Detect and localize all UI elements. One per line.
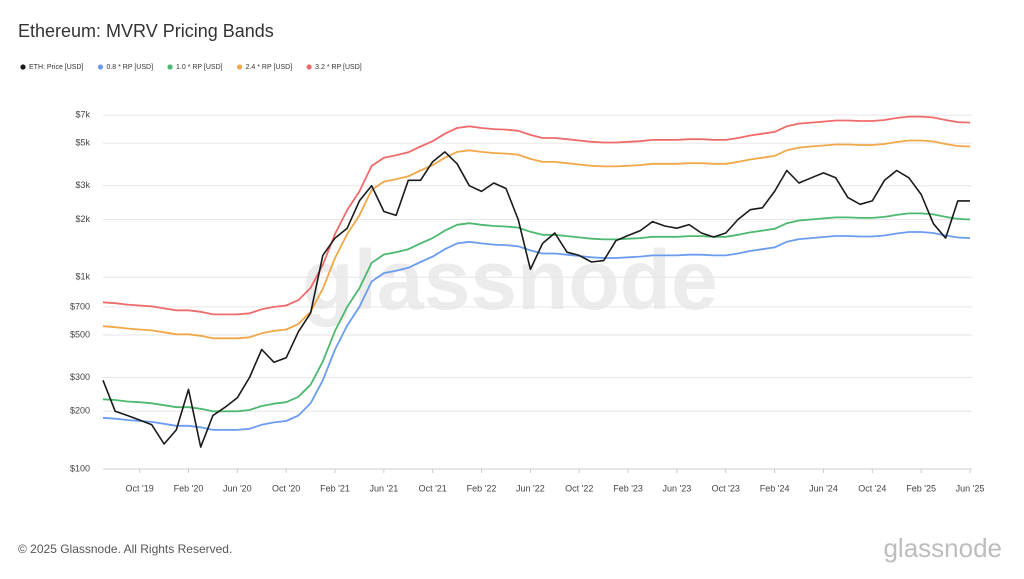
x-tick-label: Oct '23 bbox=[712, 483, 740, 493]
x-tick-label: Jun '23 bbox=[663, 483, 692, 493]
y-tick-label: $3k bbox=[75, 180, 90, 190]
series-line bbox=[102, 139, 971, 340]
series-line bbox=[102, 115, 971, 316]
series-line bbox=[102, 212, 971, 413]
legend-marker bbox=[97, 64, 104, 70]
y-tick-label: $500 bbox=[70, 329, 90, 339]
x-tick-label: Jun '25 bbox=[956, 483, 985, 493]
x-tick-label: Feb '25 bbox=[906, 483, 936, 493]
x-tick-label: Oct '21 bbox=[419, 483, 447, 493]
legend-marker bbox=[306, 64, 312, 70]
legend-label: 0.8 * RP [USD] bbox=[106, 64, 153, 71]
x-tick-label: Feb '20 bbox=[174, 483, 204, 493]
x-tick-label: Feb '22 bbox=[467, 483, 497, 493]
legend-marker bbox=[20, 64, 26, 70]
y-tick-label: $100 bbox=[70, 463, 90, 473]
x-tick-label: Oct '20 bbox=[272, 483, 300, 493]
x-tick-label: Jun '24 bbox=[809, 483, 838, 493]
copyright: © 2025 Glassnode. All Rights Reserved. bbox=[18, 542, 232, 556]
series-line bbox=[102, 151, 970, 448]
x-tick-label: Jun '21 bbox=[369, 483, 398, 493]
legend-marker bbox=[236, 64, 243, 70]
x-tick-label: Jun '20 bbox=[223, 483, 252, 493]
legend: ETH: Price [USD] 0.8 * RP [USD] 1.0 * RP [… bbox=[20, 64, 362, 71]
x-tick-label: Jun '22 bbox=[516, 483, 545, 493]
legend-marker bbox=[167, 64, 173, 70]
logo: glassnode bbox=[883, 533, 1002, 563]
y-tick-label: $300 bbox=[70, 372, 90, 382]
legend-label: 1.0 * RP [USD] bbox=[176, 64, 223, 71]
chart-title: Ethereum: MVRV Pricing Bands bbox=[18, 21, 274, 41]
x-tick-label: Feb '24 bbox=[760, 483, 790, 493]
legend-label: 2.4 * RP [USD] bbox=[246, 64, 293, 71]
x-tick-label: Oct '22 bbox=[565, 483, 593, 493]
y-tick-label: $2k bbox=[75, 214, 90, 224]
y-tick-label: $7k bbox=[75, 109, 90, 119]
x-tick-label: Feb '21 bbox=[320, 483, 350, 493]
x-tick-label: Oct '24 bbox=[858, 483, 886, 493]
watermark: glassnode bbox=[302, 233, 717, 327]
x-tick-label: Feb '23 bbox=[613, 483, 643, 493]
y-tick-label: $1k bbox=[75, 272, 90, 282]
y-tick-label: $200 bbox=[70, 406, 90, 416]
series-line bbox=[102, 231, 971, 431]
x-tick-label: Oct '19 bbox=[126, 483, 154, 493]
y-tick-label: $700 bbox=[70, 301, 90, 311]
legend-label: 3.2 * RP [USD] bbox=[315, 64, 362, 71]
y-tick-label: $5k bbox=[75, 138, 90, 148]
legend-label: ETH: Price [USD] bbox=[29, 64, 84, 71]
